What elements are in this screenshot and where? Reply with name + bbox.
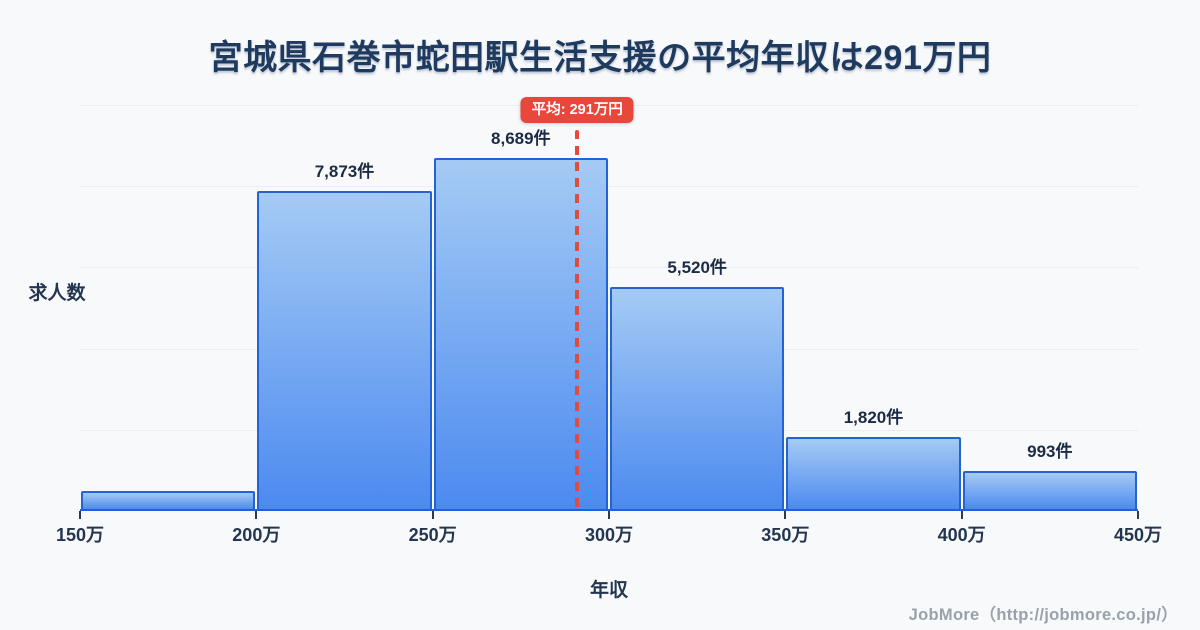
- footer-credit: JobMore（http://jobmore.co.jp/）: [908, 606, 1178, 624]
- x-tick-label-150: 150万: [55, 525, 105, 545]
- x-tick-label-250: 250万: [408, 525, 457, 545]
- x-tick-300: [608, 511, 610, 519]
- x-tick-label-300: 300万: [584, 525, 634, 545]
- average-badge: 平均: 291万円: [520, 97, 634, 123]
- bar-label-350-400: 1,820件: [843, 408, 904, 428]
- bar-250-300: [433, 158, 608, 511]
- bar-350-400: [786, 437, 961, 511]
- bar-400-450: [962, 470, 1137, 511]
- bar-200-250: [257, 191, 432, 511]
- bar-label-400-450: 993件: [1027, 441, 1073, 461]
- x-axis-line: [80, 509, 1138, 511]
- x-tick-label-350: 350万: [761, 525, 810, 545]
- x-tick-400: [960, 511, 963, 519]
- x-tick-250: [431, 511, 434, 519]
- bar-300-350: [610, 286, 785, 511]
- average-line: [575, 130, 580, 511]
- bar-label-200-250: 7,873件: [314, 162, 375, 182]
- bar-label-250-300: 8,689件: [491, 129, 551, 149]
- gridline-4000: [80, 348, 1138, 350]
- x-tick-350: [784, 511, 787, 519]
- bar-150-200: [81, 491, 256, 511]
- bar-label-300-350: 5,520件: [667, 257, 727, 277]
- gridline-8000: [80, 186, 1138, 188]
- page-title: 宮城県石巻市蛇田駅生活支援の平均年収は291万円: [208, 39, 992, 77]
- x-tick-200: [255, 511, 258, 519]
- gridline-6000: [80, 267, 1138, 269]
- x-tick-450: [1137, 511, 1139, 519]
- y-axis-label: 求人数: [28, 283, 86, 304]
- x-tick-label-400: 400万: [937, 525, 986, 545]
- x-tick-label-200: 200万: [232, 525, 281, 545]
- x-tick-label-450: 450万: [1113, 525, 1163, 545]
- x-tick-150: [79, 511, 81, 519]
- x-axis-label: 年収: [589, 580, 628, 601]
- gridline-2000: [80, 429, 1138, 431]
